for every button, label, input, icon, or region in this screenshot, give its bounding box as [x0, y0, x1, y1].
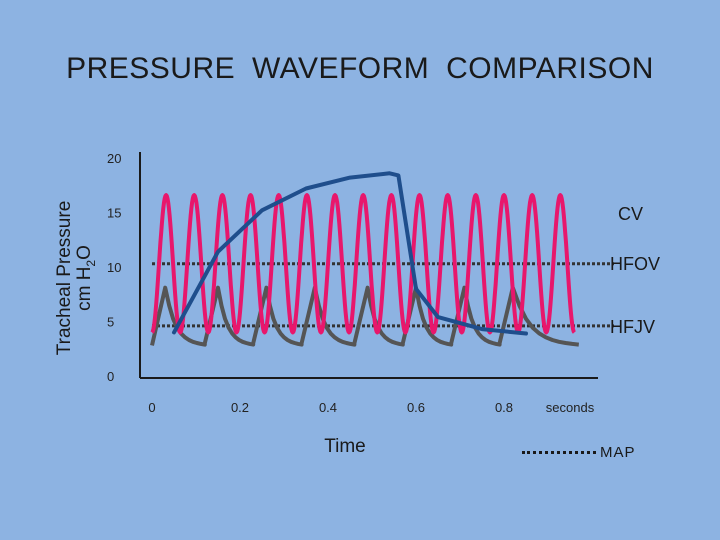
x-tick-label: 0 [148, 400, 155, 415]
series-labels: CV HFOV HFJV [610, 204, 660, 337]
series-label-hfov: HFOV [610, 254, 660, 274]
hfov-line [150, 193, 576, 335]
x-tick-label: 0.2 [231, 400, 249, 415]
hfjv-series [150, 285, 580, 347]
legend-map-label: MAP [600, 443, 636, 461]
y-tick-label: 10 [107, 260, 121, 275]
series-label-hfjv: HFJV [610, 317, 655, 337]
x-axis-label: Time [324, 436, 366, 457]
hfov-series [150, 193, 576, 335]
cv-line [172, 171, 528, 336]
x-tick-label: 0.8 [495, 400, 513, 415]
y-tick-label: 20 [107, 151, 121, 166]
axes [139, 152, 598, 379]
cv-series [172, 171, 528, 336]
legend-map-line [522, 450, 596, 454]
x-tick-label: seconds [546, 400, 595, 415]
x-tick-label: 0.4 [319, 400, 337, 415]
x-tick-label: 0.6 [407, 400, 425, 415]
chart-title: PRESSURE WAVEFORM COMPARISON [66, 52, 654, 85]
hfjv-line [150, 285, 580, 347]
series-label-cv: CV [618, 204, 643, 224]
y-tick-label: 5 [107, 315, 114, 330]
y-tick-label: 0 [107, 369, 114, 384]
legend: MAP [522, 442, 636, 462]
y-tick-label: 15 [107, 206, 121, 221]
tick-labels: 0 5 10 15 20 0 0.2 0.4 0.6 0.8 seconds [107, 151, 595, 415]
